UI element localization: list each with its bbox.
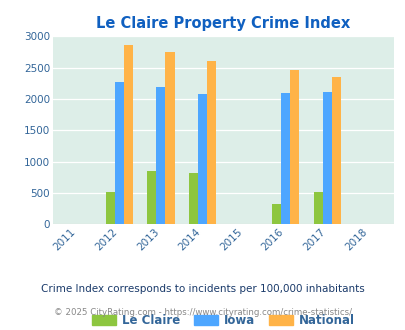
Bar [290, 70, 298, 224]
Bar [280, 93, 290, 224]
Bar [198, 94, 207, 224]
Legend: Le Claire, Iowa, National: Le Claire, Iowa, National [87, 309, 358, 330]
Bar [165, 52, 174, 224]
Text: © 2025 CityRating.com - https://www.cityrating.com/crime-statistics/: © 2025 CityRating.com - https://www.city… [54, 308, 351, 317]
Bar [156, 87, 165, 224]
Bar [188, 173, 198, 224]
Bar [115, 82, 124, 224]
Bar [207, 61, 216, 224]
Bar [313, 192, 322, 224]
Title: Le Claire Property Crime Index: Le Claire Property Crime Index [96, 16, 350, 31]
Bar [105, 192, 115, 224]
Bar [271, 204, 280, 224]
Bar [147, 171, 156, 224]
Text: Crime Index corresponds to incidents per 100,000 inhabitants: Crime Index corresponds to incidents per… [41, 284, 364, 294]
Bar [322, 92, 331, 224]
Bar [331, 77, 340, 224]
Bar [124, 46, 133, 224]
